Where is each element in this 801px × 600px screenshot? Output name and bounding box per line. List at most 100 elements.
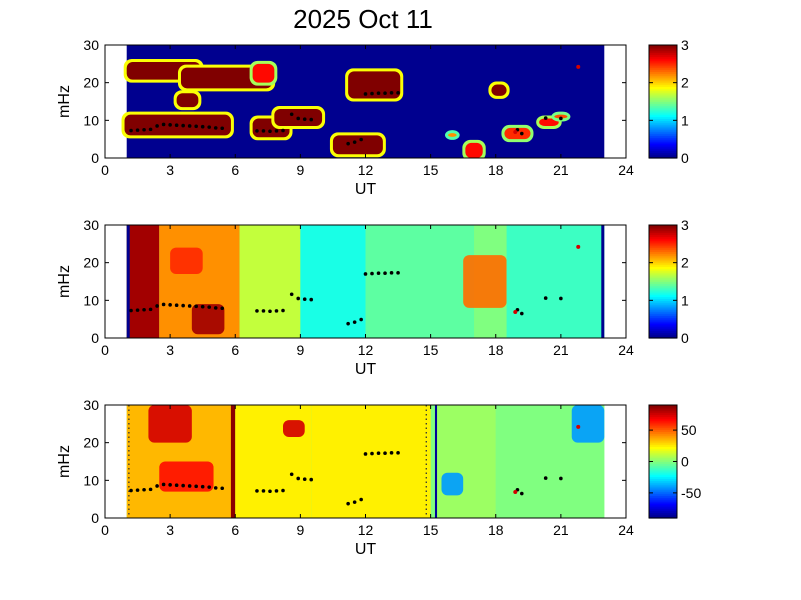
colorbar-step bbox=[649, 133, 677, 136]
event-marker bbox=[148, 487, 153, 492]
colorbar-step bbox=[649, 88, 677, 91]
colorbar-step bbox=[649, 469, 677, 472]
event-marker bbox=[543, 296, 548, 300]
colorbar-step bbox=[649, 245, 677, 249]
colorbar-step bbox=[649, 305, 677, 309]
colorbar-step bbox=[649, 228, 677, 232]
event-marker bbox=[174, 123, 179, 128]
colorbar-step bbox=[649, 139, 677, 142]
colorbar-step bbox=[649, 495, 677, 498]
colorbar-step bbox=[649, 118, 677, 121]
colorbar-step bbox=[649, 247, 677, 251]
event-marker bbox=[148, 307, 153, 312]
colorbar-step bbox=[649, 311, 677, 315]
colorbar-step bbox=[649, 241, 677, 245]
colorbar-step bbox=[649, 112, 677, 116]
heatmap-cell bbox=[252, 63, 275, 83]
colorbar-frame bbox=[648, 224, 678, 339]
colorbar-step bbox=[649, 281, 677, 284]
colorbar-step bbox=[649, 67, 677, 71]
event-marker bbox=[363, 272, 368, 276]
colorbar-step bbox=[649, 114, 677, 118]
x-tick-label: 9 bbox=[296, 162, 304, 178]
event-marker bbox=[174, 483, 179, 488]
event-marker bbox=[194, 304, 198, 309]
event-marker bbox=[363, 92, 368, 96]
colorbar-step bbox=[649, 156, 677, 159]
colorbar-step bbox=[649, 148, 677, 152]
heatmap-cell bbox=[239, 225, 301, 338]
colorbar-step bbox=[649, 230, 677, 234]
event-marker-red bbox=[576, 244, 581, 249]
event-marker bbox=[383, 91, 387, 96]
colorbar-step bbox=[649, 97, 677, 101]
event-marker bbox=[370, 451, 374, 456]
colorbar: 50 0 -50 bbox=[648, 404, 701, 519]
colorbar-step bbox=[649, 501, 677, 504]
colorbar-step bbox=[649, 99, 677, 103]
x-tick-label: 12 bbox=[358, 162, 374, 178]
colorbar-step bbox=[649, 279, 677, 283]
heatmap-cell bbox=[332, 135, 383, 155]
colorbar-step bbox=[649, 129, 677, 133]
event-marker bbox=[389, 451, 394, 455]
colorbar-step bbox=[649, 142, 677, 146]
colorbar-step bbox=[649, 131, 677, 135]
colorbar-step bbox=[649, 287, 677, 290]
event-marker bbox=[359, 317, 363, 322]
colorbar-step bbox=[649, 82, 677, 86]
event-marker bbox=[370, 271, 374, 276]
colorbar-step bbox=[649, 93, 677, 97]
event-marker bbox=[194, 484, 198, 489]
colorbar-step bbox=[649, 146, 677, 150]
colorbar-step bbox=[649, 416, 677, 419]
colorbar-step bbox=[649, 124, 677, 127]
colorbar-step bbox=[649, 103, 677, 106]
heatmap-cell bbox=[148, 405, 192, 443]
colorbar-step bbox=[649, 270, 677, 273]
x-tick-label: 6 bbox=[231, 522, 239, 538]
x-tick-label: 3 bbox=[166, 342, 174, 358]
x-tick-label: 0 bbox=[101, 342, 109, 358]
panel-3: 0 3 6 9 12 15 18 21 24 0 10 20 30 UT mHz 50 0 -50 bbox=[56, 397, 701, 558]
heatmap-cell bbox=[230, 405, 236, 518]
colorbar-step bbox=[649, 109, 677, 112]
x-tick-label: 3 bbox=[166, 522, 174, 538]
colorbar-step bbox=[649, 431, 677, 434]
colorbar-step bbox=[649, 319, 677, 322]
event-marker bbox=[289, 472, 294, 477]
x-axis-label: UT bbox=[355, 541, 377, 558]
event-marker bbox=[363, 452, 368, 456]
event-marker bbox=[352, 140, 357, 144]
event-marker bbox=[389, 91, 394, 95]
event-marker bbox=[129, 488, 133, 493]
colorbar-step bbox=[649, 502, 677, 506]
colorbar-step bbox=[649, 58, 677, 61]
event-marker bbox=[213, 126, 218, 130]
event-marker bbox=[520, 131, 524, 136]
heatmap-cell bbox=[434, 405, 438, 518]
event-marker bbox=[559, 116, 563, 121]
colorbar-step bbox=[649, 489, 677, 493]
colorbar-step bbox=[649, 135, 677, 138]
colorbar-step bbox=[649, 478, 677, 481]
event-marker bbox=[520, 491, 524, 496]
colorbar-step bbox=[649, 105, 677, 108]
colorbar-step bbox=[649, 309, 677, 313]
colorbar-step bbox=[649, 289, 677, 292]
colorbar-step bbox=[649, 435, 677, 438]
colorbar-step bbox=[649, 56, 677, 59]
event-marker bbox=[289, 112, 294, 117]
y-axis-label: mHz bbox=[56, 85, 73, 118]
y-axis-label: mHz bbox=[56, 445, 73, 478]
heatmap-cell bbox=[441, 472, 464, 496]
event-marker bbox=[346, 501, 350, 506]
event-marker bbox=[396, 271, 400, 275]
colorbar-step bbox=[649, 487, 677, 491]
colorbar-step bbox=[649, 268, 677, 271]
colorbar-step bbox=[649, 459, 677, 463]
heatmap-cell bbox=[437, 405, 496, 518]
colorbar-step bbox=[649, 257, 677, 260]
